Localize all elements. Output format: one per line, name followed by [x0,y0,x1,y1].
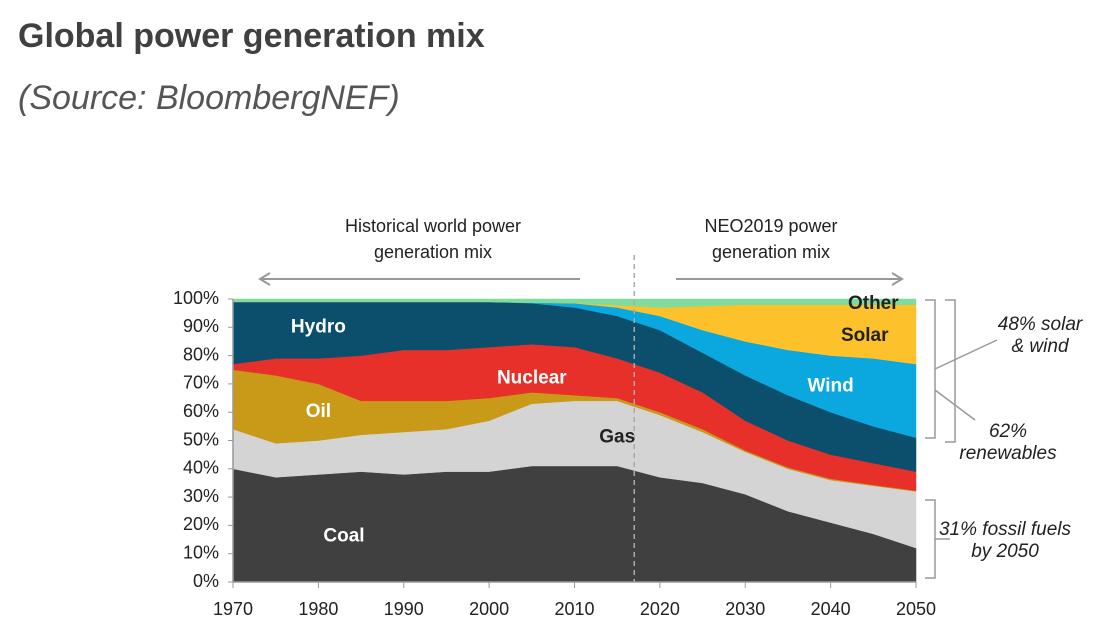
brackets [925,299,998,579]
series-label: Solar [841,325,889,346]
x-tick-label: 2010 [554,599,594,619]
arrow-head [891,272,904,286]
y-tick-label: 30% [183,486,219,506]
annotation: 48% solar [998,314,1083,335]
chart-subtitle: (Source: BloombergNEF) [18,79,400,117]
x-tick-label: 2050 [896,599,936,619]
y-tick-label: 90% [183,316,219,336]
series-label: Gas [599,427,635,448]
y-tick-label: 60% [183,401,219,421]
x-tick-label: 1990 [384,599,424,619]
x-tick-label: 1970 [213,599,253,619]
arrows [258,272,904,286]
area [232,298,917,308]
annotation: 62% [989,421,1027,442]
x-tick-label: 2040 [811,599,851,619]
annotation: renewables [959,443,1057,464]
x-tick-label: 2000 [469,599,509,619]
chart-title: Global power generation mix [18,17,485,55]
x-tick-label: 2020 [640,599,680,619]
series-label: Wind [807,376,853,397]
bracket-leader [934,389,976,421]
series-label: Nuclear [497,367,567,388]
areas [232,298,917,583]
annotation: Historical world power [345,216,521,236]
series-label: Oil [306,401,331,422]
y-tick-label: 40% [183,458,219,478]
bracket [925,499,936,579]
bracket-leader [934,339,998,370]
annotation: by 2050 [971,541,1039,562]
y-tick-label: 20% [183,514,219,534]
annotation: generation mix [712,242,830,262]
x-tick-label: 2030 [725,599,765,619]
bracket [925,299,936,439]
series-label: Other [848,293,899,314]
series-label: Hydro [291,316,346,337]
bracket [945,299,956,443]
arrow-head [258,272,271,286]
annotation: NEO2019 power [704,216,837,236]
y-tick-label: 100% [173,288,219,308]
y-tick-label: 0% [193,571,219,591]
x-tick-label: 1980 [298,599,338,619]
overlay: 0% 10% 20% 30% 40% 50% 60% 70% 80% 90% 100% 1970 198… [173,216,1083,619]
y-tick-label: 80% [183,344,219,364]
annotation: generation mix [374,242,492,262]
annotation: 31% fossil fuels [939,519,1072,540]
y-tick-label: 70% [183,373,219,393]
y-tick-label: 50% [183,429,219,449]
annotation: & wind [1011,336,1069,357]
y-tick-label: 10% [183,542,219,562]
series-label: Coal [323,526,364,547]
